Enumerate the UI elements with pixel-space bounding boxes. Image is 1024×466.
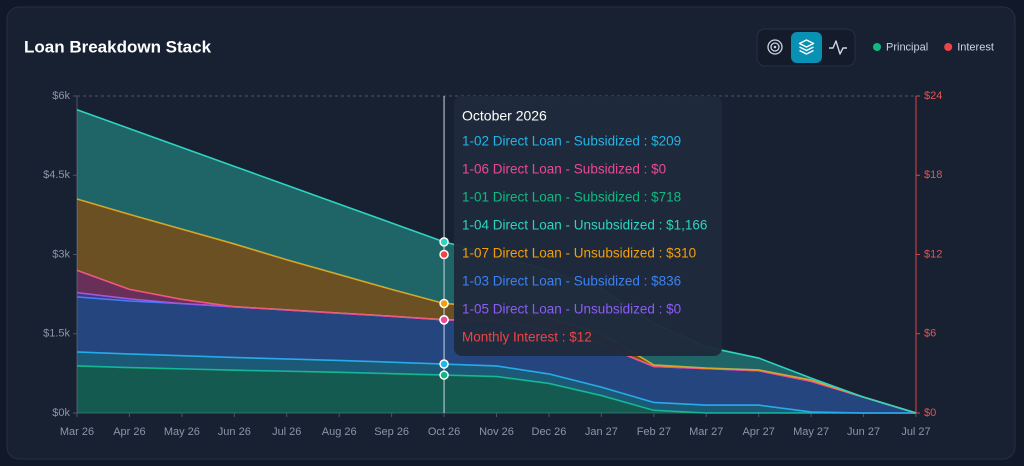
x-tick-label: Jun 26	[218, 426, 251, 438]
area-fill	[77, 199, 916, 413]
legend-swatch	[873, 43, 881, 51]
hover-marker	[439, 237, 449, 247]
plot-area: $0k $1.5k $3k $4.5k $6k $0 $6 $12 $18 $24 Mar 26 Ap…	[43, 90, 942, 438]
x-tick-label: Apr 26	[113, 426, 145, 438]
y-tick-label: $4.5k	[43, 169, 70, 181]
legend-label: Interest	[957, 41, 994, 53]
legend-label: Principal	[886, 41, 928, 53]
tooltip-item: 1-06 Direct Loan - Subsidized : $0	[462, 162, 666, 177]
x-tick-label: Feb 27	[637, 426, 671, 438]
y-tick-label: $1.5k	[43, 328, 70, 340]
y-tick-label: $3k	[52, 248, 70, 260]
hover-marker	[439, 315, 449, 325]
area-fill	[77, 351, 916, 413]
radial-view-button[interactable]	[767, 39, 783, 55]
area-fill	[77, 365, 916, 413]
y2-tick-label: $24	[924, 90, 942, 102]
x-tick-label: Mar 27	[689, 426, 723, 438]
hover-marker	[439, 298, 449, 309]
hover-marker	[439, 359, 449, 369]
y-tick-label: $6k	[52, 90, 70, 102]
area-line	[76, 351, 916, 414]
y-tick-label: $0k	[52, 407, 70, 419]
tooltip-box	[454, 96, 722, 356]
tooltip-item: 1-03 Direct Loan - Subsidized : $836	[462, 274, 681, 289]
y2-tick-label: $18	[924, 169, 942, 181]
x-tick-label: Jul 27	[901, 426, 930, 438]
x-tick-label: Sep 26	[374, 426, 409, 438]
tooltip: October 2026 1-02 Direct Loan - Subsidize…	[454, 96, 722, 356]
x-tick-label: Nov 26	[479, 426, 514, 438]
line-view-button[interactable]	[829, 40, 847, 55]
x-tick-label: Jun 27	[847, 426, 880, 438]
view-toggle	[756, 28, 856, 67]
tooltip-item: 1-02 Direct Loan - Subsidized : $209	[462, 134, 681, 149]
x-tick-label: Aug 26	[322, 426, 357, 438]
y2-tick-label: $12	[924, 248, 942, 260]
x-tick-label: Jul 26	[272, 426, 301, 438]
tooltip-item: 1-07 Direct Loan - Unsubsidized : $310	[462, 246, 696, 261]
x-tick-label: May 27	[793, 426, 829, 438]
tooltip-item: 1-04 Direct Loan - Unsubsidized : $1,166	[462, 218, 707, 233]
legend: Principal Interest	[873, 41, 994, 53]
x-tick-label: Mar 26	[60, 426, 94, 438]
stack-view-button[interactable]	[791, 32, 822, 63]
tooltip-item: 1-01 Direct Loan - Subsidized : $718	[462, 190, 681, 205]
x-tick-label: Dec 26	[532, 426, 567, 438]
x-tick-label: May 26	[164, 426, 200, 438]
chart-title: Loan Breakdown Stack	[24, 37, 212, 56]
x-tick-label: Jan 27	[585, 426, 618, 438]
x-tick-label: Apr 27	[742, 426, 774, 438]
legend-swatch	[944, 43, 953, 51]
hover-marker	[439, 249, 449, 260]
area-line	[76, 365, 916, 414]
tooltip-title: October 2026	[462, 108, 547, 124]
x-tick-label: Oct 26	[428, 426, 460, 438]
tooltip-item: 1-05 Direct Loan - Unsubsidized : $0	[462, 302, 681, 317]
hover-marker	[439, 370, 449, 380]
y2-tick-label: $0	[924, 407, 936, 419]
y2-tick-label: $6	[924, 328, 936, 340]
tooltip-item: Monthly Interest : $12	[462, 330, 592, 345]
